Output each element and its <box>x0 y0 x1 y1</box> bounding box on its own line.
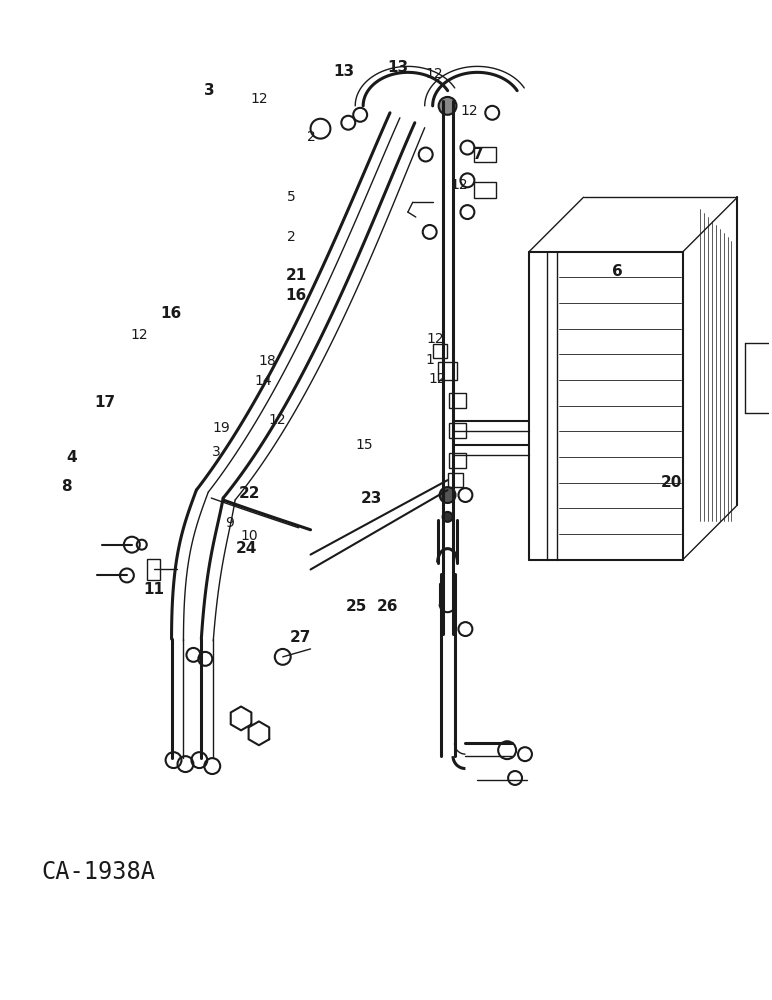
Text: 13: 13 <box>387 60 408 75</box>
Text: 12: 12 <box>130 328 148 342</box>
Text: 15: 15 <box>356 438 374 452</box>
Text: 26: 26 <box>377 599 398 614</box>
Text: 1: 1 <box>425 353 434 367</box>
Text: 27: 27 <box>290 630 311 645</box>
Text: 12: 12 <box>460 104 478 118</box>
Text: 13: 13 <box>334 64 354 79</box>
Bar <box>449 393 466 408</box>
Text: 22: 22 <box>239 486 260 501</box>
Text: 5: 5 <box>286 190 296 204</box>
Text: 12: 12 <box>425 67 443 81</box>
Text: 12: 12 <box>451 178 469 192</box>
Text: 10: 10 <box>241 529 259 543</box>
Bar <box>474 147 496 162</box>
Text: 18: 18 <box>259 354 276 368</box>
Text: 24: 24 <box>235 541 257 556</box>
Text: 16: 16 <box>286 288 307 303</box>
Text: 12: 12 <box>428 372 446 386</box>
Text: 12: 12 <box>269 413 286 427</box>
Text: 9: 9 <box>225 516 234 530</box>
Bar <box>432 344 446 358</box>
Text: 8: 8 <box>61 479 72 494</box>
Text: 12: 12 <box>426 332 444 346</box>
Text: 2: 2 <box>286 230 296 244</box>
Text: 17: 17 <box>94 395 115 410</box>
Bar <box>147 559 160 580</box>
Text: 20: 20 <box>660 475 682 490</box>
Text: 25: 25 <box>346 599 367 614</box>
Text: 3: 3 <box>205 83 215 98</box>
Bar <box>474 182 496 198</box>
Text: CA-1938A: CA-1938A <box>42 860 156 884</box>
Bar <box>449 423 466 438</box>
Text: 11: 11 <box>144 582 164 597</box>
Text: 6: 6 <box>612 264 623 279</box>
Text: 4: 4 <box>66 450 77 465</box>
Circle shape <box>442 512 452 522</box>
Text: 14: 14 <box>255 374 273 388</box>
Text: 23: 23 <box>361 491 382 506</box>
Bar <box>448 473 463 487</box>
Text: 16: 16 <box>161 306 182 321</box>
Text: 19: 19 <box>212 421 230 435</box>
Text: 7: 7 <box>473 147 484 162</box>
Circle shape <box>438 97 456 115</box>
Text: 2: 2 <box>307 130 316 144</box>
Text: 3: 3 <box>212 445 220 459</box>
Text: 21: 21 <box>286 268 307 283</box>
Circle shape <box>439 487 455 503</box>
Bar <box>438 362 458 380</box>
Bar <box>449 453 466 468</box>
Text: 12: 12 <box>251 92 269 106</box>
